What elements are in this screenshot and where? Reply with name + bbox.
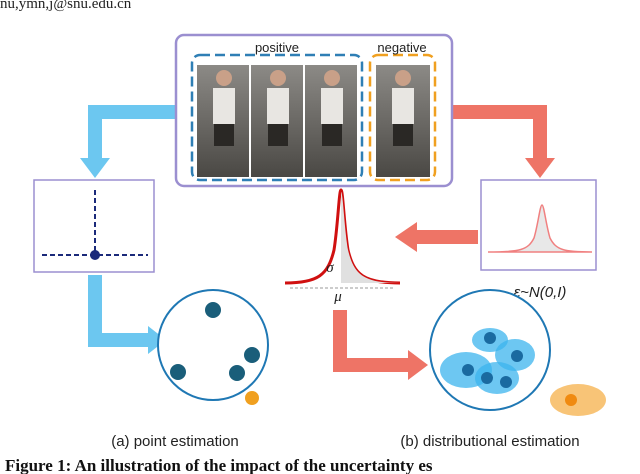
arrow-head	[148, 326, 166, 354]
arrow-head	[525, 158, 555, 178]
points	[170, 302, 260, 381]
email: nu,ymn,j@snu.edu.cn	[0, 0, 132, 12]
negative-distribution	[550, 384, 606, 416]
caption-a: (a) point estimation	[111, 433, 239, 450]
positive-box	[190, 53, 364, 182]
negative-label: negative	[377, 40, 426, 55]
means	[462, 332, 523, 388]
mu: μ	[333, 289, 342, 305]
noise-label: ε~N(0,I)	[514, 284, 567, 301]
red-arrows	[333, 105, 547, 372]
caption-b: (b) distributional estimation	[400, 433, 579, 450]
arrow-head	[80, 158, 110, 178]
noise-curve	[487, 204, 593, 253]
figure-caption: Figure 1: An illustration of the impact …	[5, 456, 433, 474]
arrow-head	[408, 350, 428, 380]
gaussian-fill	[341, 192, 400, 283]
negative-box	[368, 53, 437, 182]
blue-arrows	[88, 105, 180, 347]
negative-mean	[565, 394, 577, 406]
point	[90, 250, 100, 260]
negative-point	[245, 391, 259, 405]
photos	[197, 65, 430, 177]
sigma: σ	[326, 260, 334, 276]
positive-label: positive	[255, 40, 299, 55]
arrow-head	[395, 222, 417, 252]
